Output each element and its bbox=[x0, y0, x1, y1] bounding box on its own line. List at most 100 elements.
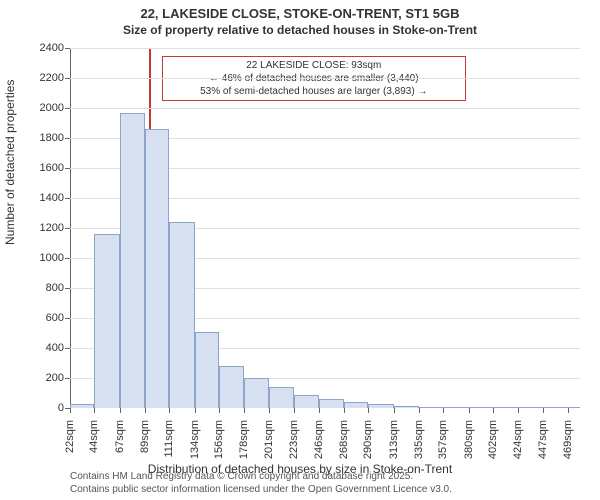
histogram-bar bbox=[518, 407, 544, 408]
histogram-bar bbox=[169, 222, 195, 408]
xtick-mark bbox=[120, 408, 121, 413]
xtick-label: 22sqm bbox=[64, 420, 76, 453]
plot-area: 22 LAKESIDE CLOSE: 93sqm ← 46% of detach… bbox=[70, 48, 580, 408]
histogram-bar bbox=[120, 113, 144, 409]
xtick-label: 424sqm bbox=[512, 420, 524, 459]
xtick-mark bbox=[244, 408, 245, 413]
xtick-mark bbox=[70, 408, 71, 413]
xtick-label: 223sqm bbox=[288, 420, 300, 459]
histogram-bar bbox=[219, 366, 243, 408]
histogram-bar bbox=[493, 407, 517, 408]
xtick-label: 357sqm bbox=[437, 420, 449, 459]
ytick-mark bbox=[65, 78, 70, 79]
ytick-label: 600 bbox=[46, 312, 64, 324]
histogram-bar bbox=[394, 406, 418, 408]
title-block: 22, LAKESIDE CLOSE, STOKE-ON-TRENT, ST1 … bbox=[0, 6, 600, 37]
histogram-bar bbox=[419, 407, 443, 409]
xtick-mark bbox=[294, 408, 295, 413]
ytick-mark bbox=[65, 378, 70, 379]
grid-line bbox=[70, 108, 580, 109]
xtick-label: 447sqm bbox=[537, 420, 549, 459]
histogram-bar bbox=[568, 407, 580, 408]
xtick-label: 335sqm bbox=[413, 420, 425, 459]
chart-subtitle: Size of property relative to detached ho… bbox=[0, 23, 600, 37]
ytick-label: 200 bbox=[46, 372, 64, 384]
xtick-label: 134sqm bbox=[189, 420, 201, 459]
histogram-bar bbox=[70, 404, 94, 409]
histogram-bar bbox=[145, 129, 169, 408]
xtick-label: 313sqm bbox=[388, 420, 400, 459]
xtick-label: 201sqm bbox=[263, 420, 275, 459]
xtick-mark bbox=[443, 408, 444, 413]
xtick-label: 268sqm bbox=[338, 420, 350, 459]
grid-line bbox=[70, 48, 580, 49]
xtick-mark bbox=[344, 408, 345, 413]
xtick-mark bbox=[94, 408, 95, 413]
ytick-label: 1200 bbox=[40, 222, 64, 234]
xtick-mark bbox=[269, 408, 270, 413]
xtick-mark bbox=[493, 408, 494, 413]
xtick-mark bbox=[419, 408, 420, 413]
xtick-mark bbox=[319, 408, 320, 413]
ytick-label: 1800 bbox=[40, 132, 64, 144]
xtick-label: 111sqm bbox=[163, 420, 175, 458]
credits-line1: Contains HM Land Registry data © Crown c… bbox=[70, 470, 452, 483]
histogram-bar bbox=[344, 402, 368, 408]
xtick-mark bbox=[195, 408, 196, 413]
ytick-mark bbox=[65, 168, 70, 169]
ytick-mark bbox=[65, 108, 70, 109]
xtick-label: 89sqm bbox=[139, 420, 151, 453]
xtick-label: 246sqm bbox=[313, 420, 325, 459]
xtick-mark bbox=[518, 408, 519, 413]
xtick-mark bbox=[394, 408, 395, 413]
ytick-label: 2200 bbox=[40, 72, 64, 84]
ytick-label: 1400 bbox=[40, 192, 64, 204]
histogram-bar bbox=[94, 234, 120, 408]
histogram-bar bbox=[294, 395, 320, 409]
chart-title: 22, LAKESIDE CLOSE, STOKE-ON-TRENT, ST1 … bbox=[0, 6, 600, 21]
y-axis-label: Number of detached properties bbox=[3, 225, 17, 245]
xtick-mark bbox=[219, 408, 220, 413]
ytick-mark bbox=[65, 348, 70, 349]
ytick-label: 1000 bbox=[40, 252, 64, 264]
xtick-label: 44sqm bbox=[88, 420, 100, 453]
footer-credits: Contains HM Land Registry data © Crown c… bbox=[70, 470, 452, 496]
histogram-bar bbox=[443, 407, 469, 408]
xtick-label: 402sqm bbox=[487, 420, 499, 459]
grid-line bbox=[70, 78, 580, 79]
ytick-mark bbox=[65, 138, 70, 139]
chart-container: 22, LAKESIDE CLOSE, STOKE-ON-TRENT, ST1 … bbox=[0, 0, 600, 500]
ytick-label: 0 bbox=[58, 402, 64, 414]
ytick-mark bbox=[65, 288, 70, 289]
histogram-bar bbox=[368, 404, 394, 409]
xtick-label: 67sqm bbox=[114, 420, 126, 453]
ytick-label: 400 bbox=[46, 342, 64, 354]
xtick-label: 178sqm bbox=[238, 420, 250, 459]
histogram-bar bbox=[195, 332, 219, 409]
xtick-label: 290sqm bbox=[362, 420, 374, 459]
xtick-label: 380sqm bbox=[463, 420, 475, 459]
ytick-mark bbox=[65, 228, 70, 229]
histogram-bar bbox=[543, 407, 567, 408]
ytick-mark bbox=[65, 318, 70, 319]
ytick-mark bbox=[65, 258, 70, 259]
credits-line2: Contains public sector information licen… bbox=[70, 483, 452, 496]
xtick-mark bbox=[169, 408, 170, 413]
ytick-label: 800 bbox=[46, 282, 64, 294]
xtick-mark bbox=[543, 408, 544, 413]
ytick-label: 1600 bbox=[40, 162, 64, 174]
xtick-mark bbox=[368, 408, 369, 413]
histogram-bar bbox=[469, 407, 493, 408]
histogram-bar bbox=[269, 387, 293, 408]
histogram-bar bbox=[244, 378, 270, 408]
xtick-label: 156sqm bbox=[213, 420, 225, 459]
xtick-mark bbox=[469, 408, 470, 413]
xtick-label: 469sqm bbox=[562, 420, 574, 459]
xtick-mark bbox=[568, 408, 569, 413]
ytick-mark bbox=[65, 198, 70, 199]
histogram-bar bbox=[319, 399, 343, 408]
xtick-mark bbox=[145, 408, 146, 413]
ytick-label: 2400 bbox=[40, 42, 64, 54]
annotation-line1: 22 LAKESIDE CLOSE: 93sqm bbox=[169, 59, 459, 72]
ytick-label: 2000 bbox=[40, 102, 64, 114]
